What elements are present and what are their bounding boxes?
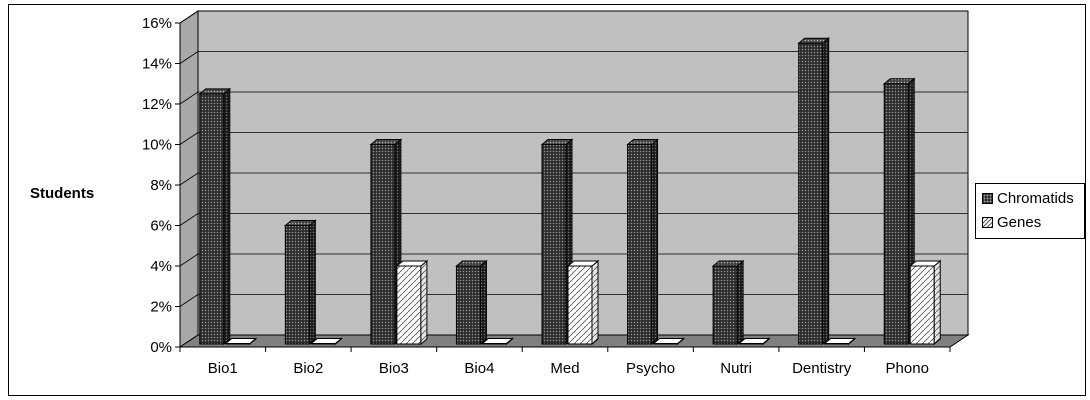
legend-item-genes: Genes: [982, 212, 1041, 232]
x-axis: Bio1 Bio2 Bio3 Bio4 Med Psycho Nutri Dentistry P…: [179, 346, 951, 377]
bar-side: [822, 37, 830, 346]
y-tick-label: 14%: [142, 56, 172, 73]
bar-front: [567, 265, 593, 345]
bar-top: [566, 260, 600, 267]
bar-top: [908, 260, 942, 267]
bar-genes-bio2: [309, 337, 343, 346]
bar-front: [199, 93, 225, 345]
bar-front: [712, 265, 738, 345]
bar-side: [223, 87, 231, 346]
legend-swatch-chromatids: [982, 192, 993, 204]
bar-chromatids-psycho: [626, 138, 659, 346]
bar-genes-med: [566, 259, 600, 346]
bar-top: [309, 338, 343, 344]
y-tick-label: 16%: [142, 15, 172, 32]
y-axis-label: Students: [30, 185, 94, 202]
bar-top: [395, 260, 429, 267]
bar-front: [883, 83, 909, 345]
x-tick-label-med: Med: [550, 360, 579, 377]
bar-top: [652, 338, 685, 344]
bar-top: [481, 338, 514, 344]
bar-genes-bio1: [224, 337, 258, 346]
x-tick-label-dentistry: Dentistry: [792, 360, 852, 377]
bar-top: [823, 338, 857, 344]
bar-genes-bio4: [481, 337, 514, 346]
legend-label-genes: Genes: [997, 213, 1042, 231]
y-axis: 0% 2% 4% 6% 8% 10% 12% 14% 16%: [142, 15, 181, 356]
bar-side: [651, 138, 659, 346]
bar-top: [626, 139, 659, 145]
bar-genes-nutri: [737, 337, 771, 346]
bar-front: [396, 265, 422, 345]
bar-top: [455, 260, 488, 267]
y-tick-label: 6%: [150, 218, 172, 235]
legend-label-chromatids: Chromatids: [997, 189, 1074, 207]
bar-chromatids-nutri: [711, 259, 745, 346]
bar-chromatids-bio1: [198, 87, 232, 346]
legend-swatch-genes: [982, 216, 993, 228]
gridline-side: [179, 51, 199, 64]
bar-top: [283, 220, 317, 226]
gridline-side: [179, 294, 199, 307]
bar-genes-phono: [908, 259, 942, 346]
x-tick-label-psycho: Psycho: [626, 360, 675, 377]
gridline-side: [179, 132, 199, 145]
bar-side: [736, 259, 744, 346]
bar-top: [737, 338, 771, 344]
bar-chromatids-bio2: [283, 219, 317, 346]
bar-genes-psycho: [652, 337, 685, 346]
bar-top: [224, 338, 258, 344]
bar-front: [455, 265, 481, 345]
y-tick-label: 10%: [142, 137, 172, 154]
bar-side: [308, 219, 316, 346]
x-tick-label-bio2: Bio2: [293, 360, 323, 377]
x-tick-label-bio4: Bio4: [464, 360, 494, 377]
gridline-side: [179, 172, 199, 186]
x-tick-label-nutri: Nutri: [720, 360, 752, 377]
gridline-side: [179, 91, 199, 105]
bar-side: [933, 259, 941, 346]
bar-side: [420, 259, 428, 346]
x-tick-label-phono: Phono: [886, 360, 929, 377]
x-tick-label-bio3: Bio3: [379, 360, 409, 377]
bar-front: [627, 144, 653, 345]
bar-front: [798, 42, 824, 345]
bar-side: [591, 259, 599, 346]
bar-genes-bio3: [395, 259, 429, 346]
y-tick-label: 2%: [150, 299, 172, 316]
gridline-side: [179, 253, 199, 267]
bar-front: [370, 144, 396, 345]
bar-top: [711, 260, 745, 267]
bar-top: [369, 139, 403, 145]
bar-chromatids-bio4: [455, 259, 488, 346]
bar-top: [882, 78, 916, 85]
y-tick-label: 12%: [142, 96, 172, 113]
y-tick-label: 4%: [150, 258, 172, 275]
bar-front: [541, 144, 567, 345]
legend-item-chromatids: Chromatids: [982, 188, 1074, 208]
bar-chromatids-dentistry: [797, 37, 831, 346]
gridline-side: [179, 10, 199, 24]
bars: [198, 37, 942, 346]
bar-top: [797, 37, 831, 44]
legend: Chromatids Genes: [975, 183, 1085, 239]
bar-genes-dentistry: [823, 337, 857, 346]
bar-top: [540, 139, 574, 145]
bar-front: [909, 265, 935, 345]
bar-side: [479, 259, 487, 346]
bar-chromatids-med: [540, 138, 574, 346]
bar-front: [284, 225, 310, 345]
gridline-side: [179, 213, 199, 226]
y-tick-label: 0%: [150, 339, 172, 356]
x-tick-label-bio1: Bio1: [208, 360, 238, 377]
bar-chromatids-phono: [882, 77, 916, 346]
y-tick-label: 8%: [150, 177, 172, 194]
bar-top: [198, 88, 232, 95]
